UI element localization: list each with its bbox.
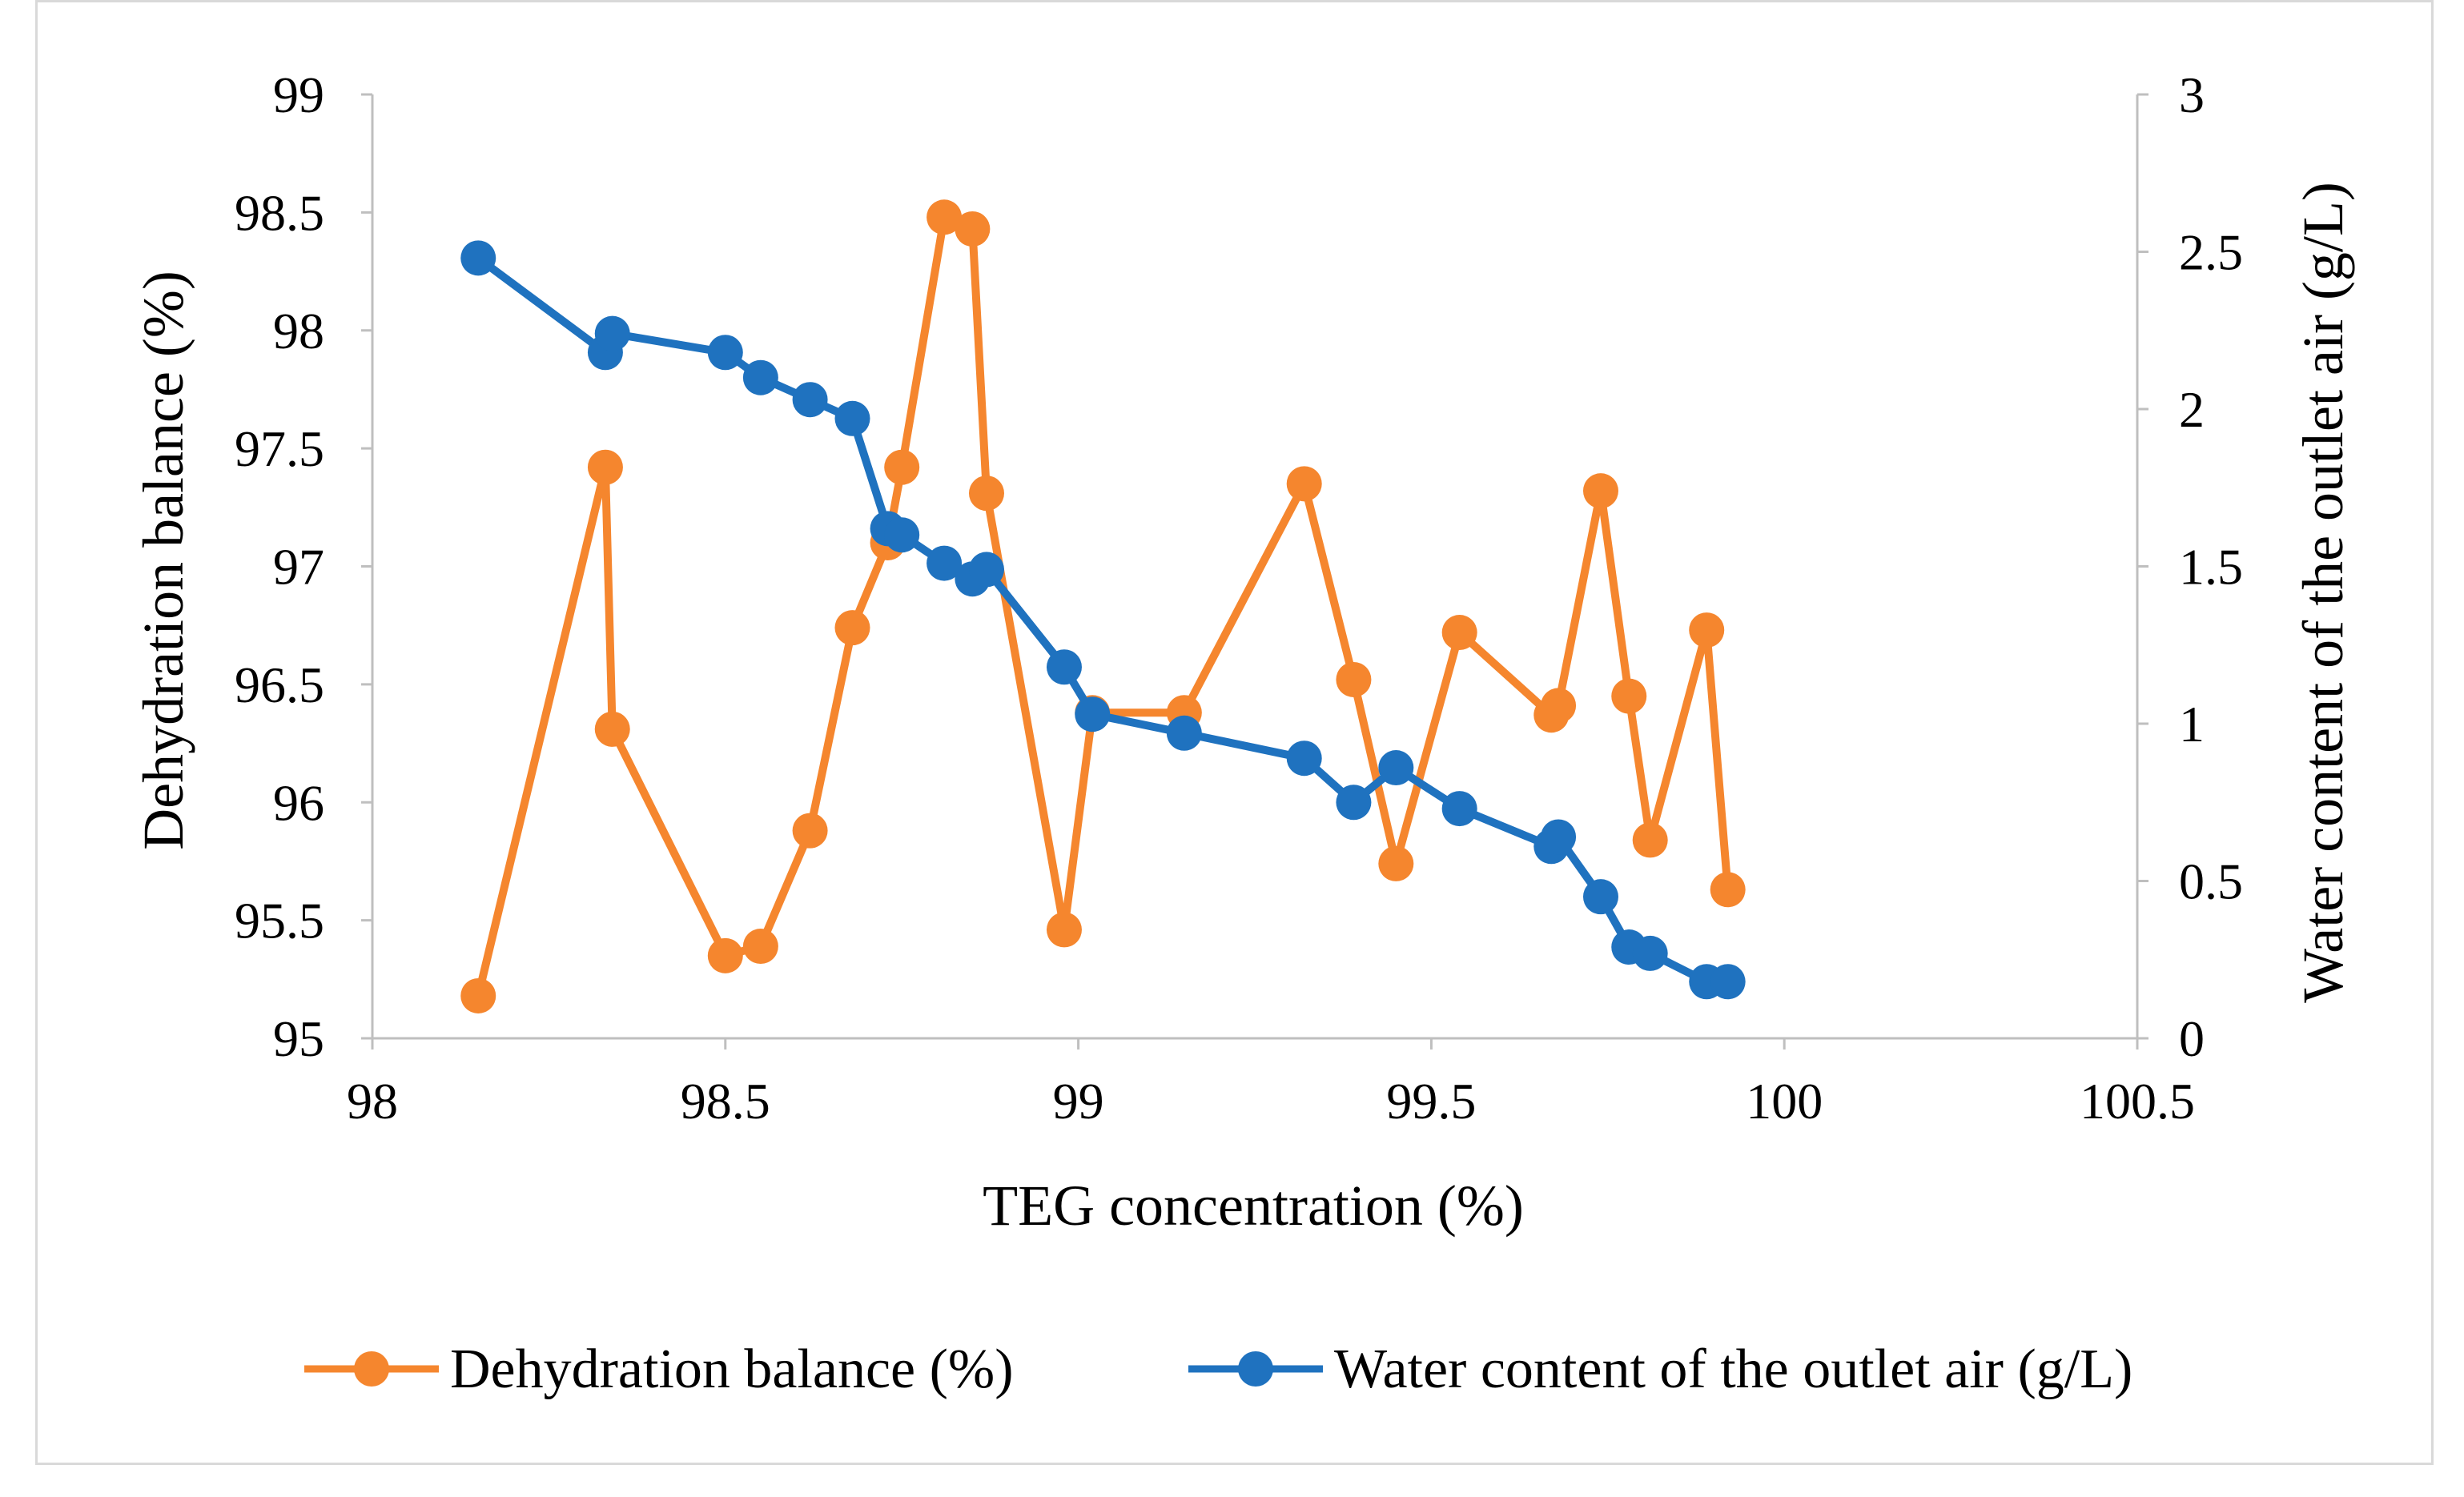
data-point-dehydration	[594, 711, 630, 747]
y-right-tick-label: 1.5	[2179, 539, 2243, 596]
series-layer	[460, 199, 1746, 1013]
y-left-tick-label: 96.5	[235, 656, 324, 713]
y-right-axis-title: Water content of the outlet air (g/L)	[2291, 182, 2355, 1003]
data-point-dehydration	[927, 199, 963, 235]
x-tick-label: 100.5	[2080, 1073, 2195, 1130]
data-point-dehydration	[460, 977, 496, 1013]
data-point-water-content	[1378, 750, 1414, 786]
data-point-dehydration	[1046, 912, 1082, 948]
y-right-tick-label: 3	[2179, 66, 2205, 123]
data-point-water-content	[1441, 791, 1477, 827]
y-left-tick-label: 98	[273, 303, 324, 359]
x-tick-label: 99.5	[1386, 1073, 1476, 1130]
data-point-water-content	[792, 382, 828, 418]
legend-item-water-content: Water content of the outlet air (g/L)	[1188, 1338, 2132, 1400]
legend-swatch-marker-water-content	[1238, 1351, 1273, 1387]
data-point-water-content	[742, 359, 778, 395]
series-dehydration	[460, 199, 1746, 1013]
y-left-tick-label: 95	[273, 1010, 324, 1067]
y-left-tick-label: 96	[273, 774, 324, 831]
data-point-water-content	[594, 315, 630, 351]
y-left-tick-label: 98.5	[235, 184, 324, 241]
x-tick-label: 98	[347, 1073, 398, 1130]
data-point-water-content	[460, 240, 496, 276]
data-point-water-content	[1632, 935, 1668, 971]
axes	[361, 93, 2148, 1050]
series-line-dehydration	[474, 213, 1732, 997]
x-tick-label: 98.5	[681, 1073, 770, 1130]
data-point-water-content	[1582, 879, 1618, 915]
data-point-dehydration	[1378, 845, 1414, 881]
data-point-dehydration	[1441, 615, 1477, 651]
data-point-dehydration	[1710, 872, 1746, 908]
data-point-dehydration	[884, 449, 920, 485]
legend-label-dehydration: Dehydration balance (%)	[450, 1338, 1014, 1400]
legend-label-water-content: Water content of the outlet air (g/L)	[1334, 1338, 2132, 1400]
y-right-tick-label: 0.5	[2179, 853, 2243, 910]
data-point-water-content	[968, 552, 1004, 588]
data-point-dehydration	[1541, 688, 1577, 724]
y-left-tick-label: 97	[273, 539, 324, 596]
data-point-dehydration	[1582, 473, 1618, 509]
data-point-dehydration	[1336, 661, 1372, 697]
series-line-water-content	[476, 255, 1728, 986]
y-left-axis-title: Dehydration balance (%)	[131, 271, 195, 850]
data-point-water-content	[1541, 819, 1577, 855]
series-water-content	[460, 240, 1746, 1000]
data-point-dehydration	[1611, 678, 1647, 714]
data-point-water-content	[1166, 715, 1202, 751]
data-point-water-content	[1286, 740, 1322, 777]
legend-item-dehydration: Dehydration balance (%)	[304, 1338, 1014, 1400]
data-point-dehydration	[955, 211, 991, 247]
data-point-dehydration	[742, 929, 778, 965]
chart-frame	[35, 0, 2434, 1465]
data-point-dehydration	[968, 476, 1004, 512]
data-point-water-content	[1046, 649, 1082, 685]
x-tick-label: 100	[1746, 1073, 1823, 1130]
data-point-water-content	[884, 517, 920, 553]
x-tick-label: 99	[1053, 1073, 1104, 1130]
legend-swatch-marker-dehydration	[354, 1351, 389, 1387]
data-point-dehydration	[587, 449, 623, 485]
legend: Dehydration balance (%) Water content of…	[304, 1338, 2132, 1400]
data-point-dehydration	[834, 610, 870, 646]
data-point-dehydration	[707, 937, 743, 973]
data-point-water-content	[834, 400, 870, 436]
tick-layer: 95 95.5 96 96.5 97 97.5 98 98.5 99 0 0.5 1 1.5 2 2.5 3 9…	[235, 66, 2243, 1130]
data-point-water-content	[1710, 964, 1746, 1000]
y-left-tick-label: 99	[273, 66, 324, 123]
y-left-tick-label: 97.5	[235, 420, 324, 477]
data-point-dehydration	[1632, 822, 1668, 858]
data-point-dehydration	[792, 813, 828, 849]
data-point-water-content	[1075, 696, 1111, 732]
data-point-dehydration	[1286, 466, 1322, 502]
y-right-tick-label: 2	[2179, 381, 2205, 438]
y-left-tick-label: 95.5	[235, 893, 324, 949]
y-right-tick-label: 1	[2179, 696, 2205, 753]
data-point-dehydration	[1689, 612, 1725, 648]
y-right-tick-label: 0	[2179, 1010, 2205, 1067]
x-axis-title: TEG concentration (%)	[983, 1174, 1524, 1238]
data-point-water-content	[707, 335, 743, 371]
y-right-tick-label: 2.5	[2179, 224, 2243, 281]
data-point-water-content	[927, 545, 963, 581]
data-point-water-content	[1336, 785, 1372, 821]
